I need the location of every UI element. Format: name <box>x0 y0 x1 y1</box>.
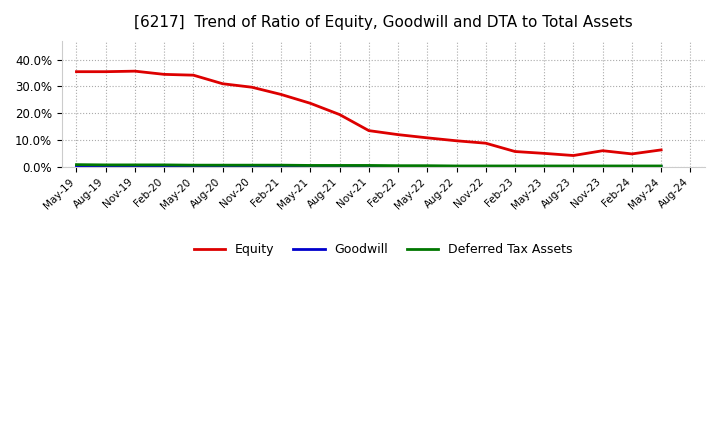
Deferred Tax Assets <box>102 162 110 168</box>
Deferred Tax Assets <box>540 163 549 169</box>
Legend: Equity, Goodwill, Deferred Tax Assets: Equity, Goodwill, Deferred Tax Assets <box>189 238 578 261</box>
Equity <box>510 149 519 154</box>
Deferred Tax Assets <box>72 162 81 167</box>
Deferred Tax Assets <box>218 162 227 168</box>
Goodwill <box>218 164 227 169</box>
Goodwill <box>72 164 81 169</box>
Goodwill <box>130 164 139 169</box>
Goodwill <box>248 164 256 169</box>
Equity <box>482 140 490 146</box>
Deferred Tax Assets <box>510 163 519 169</box>
Goodwill <box>569 164 577 169</box>
Equity <box>657 147 665 153</box>
Deferred Tax Assets <box>423 163 431 169</box>
Equity <box>306 101 315 106</box>
Equity <box>394 132 402 137</box>
Goodwill <box>364 164 373 169</box>
Goodwill <box>540 164 549 169</box>
Goodwill <box>482 164 490 169</box>
Equity <box>336 112 344 117</box>
Goodwill <box>336 164 344 169</box>
Goodwill <box>657 164 665 169</box>
Deferred Tax Assets <box>394 163 402 169</box>
Line: Equity: Equity <box>76 71 661 155</box>
Goodwill <box>598 164 607 169</box>
Goodwill <box>276 164 285 169</box>
Deferred Tax Assets <box>628 163 636 169</box>
Deferred Tax Assets <box>276 162 285 168</box>
Deferred Tax Assets <box>452 163 461 169</box>
Deferred Tax Assets <box>160 162 168 168</box>
Goodwill <box>102 164 110 169</box>
Equity <box>364 128 373 133</box>
Goodwill <box>510 164 519 169</box>
Line: Deferred Tax Assets: Deferred Tax Assets <box>76 165 661 166</box>
Equity <box>218 81 227 86</box>
Equity <box>72 69 81 74</box>
Deferred Tax Assets <box>248 162 256 168</box>
Deferred Tax Assets <box>189 162 198 168</box>
Equity <box>423 135 431 140</box>
Equity <box>569 153 577 158</box>
Goodwill <box>452 164 461 169</box>
Deferred Tax Assets <box>598 163 607 169</box>
Equity <box>189 73 198 78</box>
Goodwill <box>628 164 636 169</box>
Equity <box>248 84 256 90</box>
Equity <box>452 138 461 143</box>
Equity <box>276 92 285 97</box>
Equity <box>540 151 549 156</box>
Deferred Tax Assets <box>657 163 665 169</box>
Equity <box>102 69 110 74</box>
Deferred Tax Assets <box>306 163 315 168</box>
Goodwill <box>189 164 198 169</box>
Goodwill <box>423 164 431 169</box>
Equity <box>160 72 168 77</box>
Deferred Tax Assets <box>130 162 139 168</box>
Equity <box>598 148 607 154</box>
Equity <box>628 151 636 157</box>
Goodwill <box>160 164 168 169</box>
Title: [6217]  Trend of Ratio of Equity, Goodwill and DTA to Total Assets: [6217] Trend of Ratio of Equity, Goodwil… <box>134 15 633 30</box>
Deferred Tax Assets <box>482 163 490 169</box>
Goodwill <box>306 164 315 169</box>
Deferred Tax Assets <box>336 163 344 168</box>
Equity <box>130 69 139 74</box>
Deferred Tax Assets <box>569 163 577 169</box>
Deferred Tax Assets <box>364 163 373 168</box>
Goodwill <box>394 164 402 169</box>
